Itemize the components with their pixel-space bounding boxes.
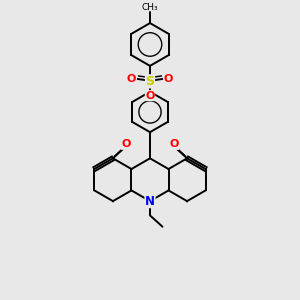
Text: O: O (121, 140, 131, 149)
Text: O: O (127, 74, 136, 84)
Text: N: N (145, 195, 155, 208)
Text: O: O (164, 74, 173, 84)
Text: S: S (146, 75, 154, 88)
Text: O: O (169, 140, 179, 149)
Text: O: O (145, 91, 155, 100)
Text: CH₃: CH₃ (142, 3, 158, 12)
